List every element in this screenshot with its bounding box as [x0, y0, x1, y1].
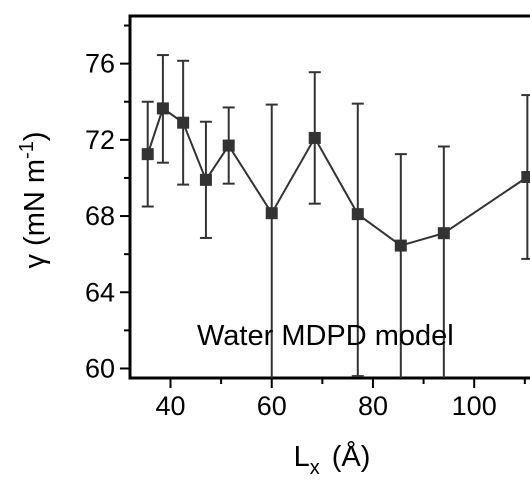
data-point: [394, 239, 407, 252]
y-tick-label: 76: [85, 49, 115, 79]
y-axis-label-close: ): [19, 132, 51, 142]
markers: [141, 102, 530, 252]
x-tick-label: 40: [155, 391, 185, 421]
x-axis-label: Lx (Å): [294, 440, 371, 479]
x-tick-label: 100: [452, 391, 497, 421]
data-point: [437, 227, 450, 240]
x-axis-label-unit: (Å): [332, 440, 371, 473]
y-tick-label: 64: [85, 277, 115, 307]
y-axis-label-main: γ (mN m: [19, 159, 51, 269]
x-axis-label-main: L: [294, 441, 310, 473]
y-axis-ticks: 60 64 68 72 76: [85, 24, 130, 383]
y-axis-label: γ (mN m-1): [16, 132, 51, 269]
x-tick-label: 60: [257, 391, 287, 421]
annotation-text: Water MDPD model: [197, 320, 454, 352]
data-point: [177, 116, 190, 129]
data-point: [308, 131, 321, 144]
plot-frame: [128, 14, 530, 380]
x-axis-label-sub: x: [310, 457, 320, 479]
y-tick-label: 68: [85, 201, 115, 231]
data-point: [141, 148, 154, 161]
data-point: [521, 170, 530, 183]
x-tick-label: 80: [358, 391, 388, 421]
data-point: [199, 173, 212, 186]
x-axis-ticks: 40 60 80 100: [155, 378, 526, 421]
y-tick-label: 60: [85, 353, 115, 383]
data-point: [156, 102, 169, 115]
data-point: [222, 139, 235, 152]
y-tick-label: 72: [85, 125, 115, 155]
plot-area: [141, 54, 530, 378]
data-point: [265, 207, 278, 220]
y-axis-label-sup: -1: [16, 141, 38, 159]
data-point: [351, 208, 364, 221]
